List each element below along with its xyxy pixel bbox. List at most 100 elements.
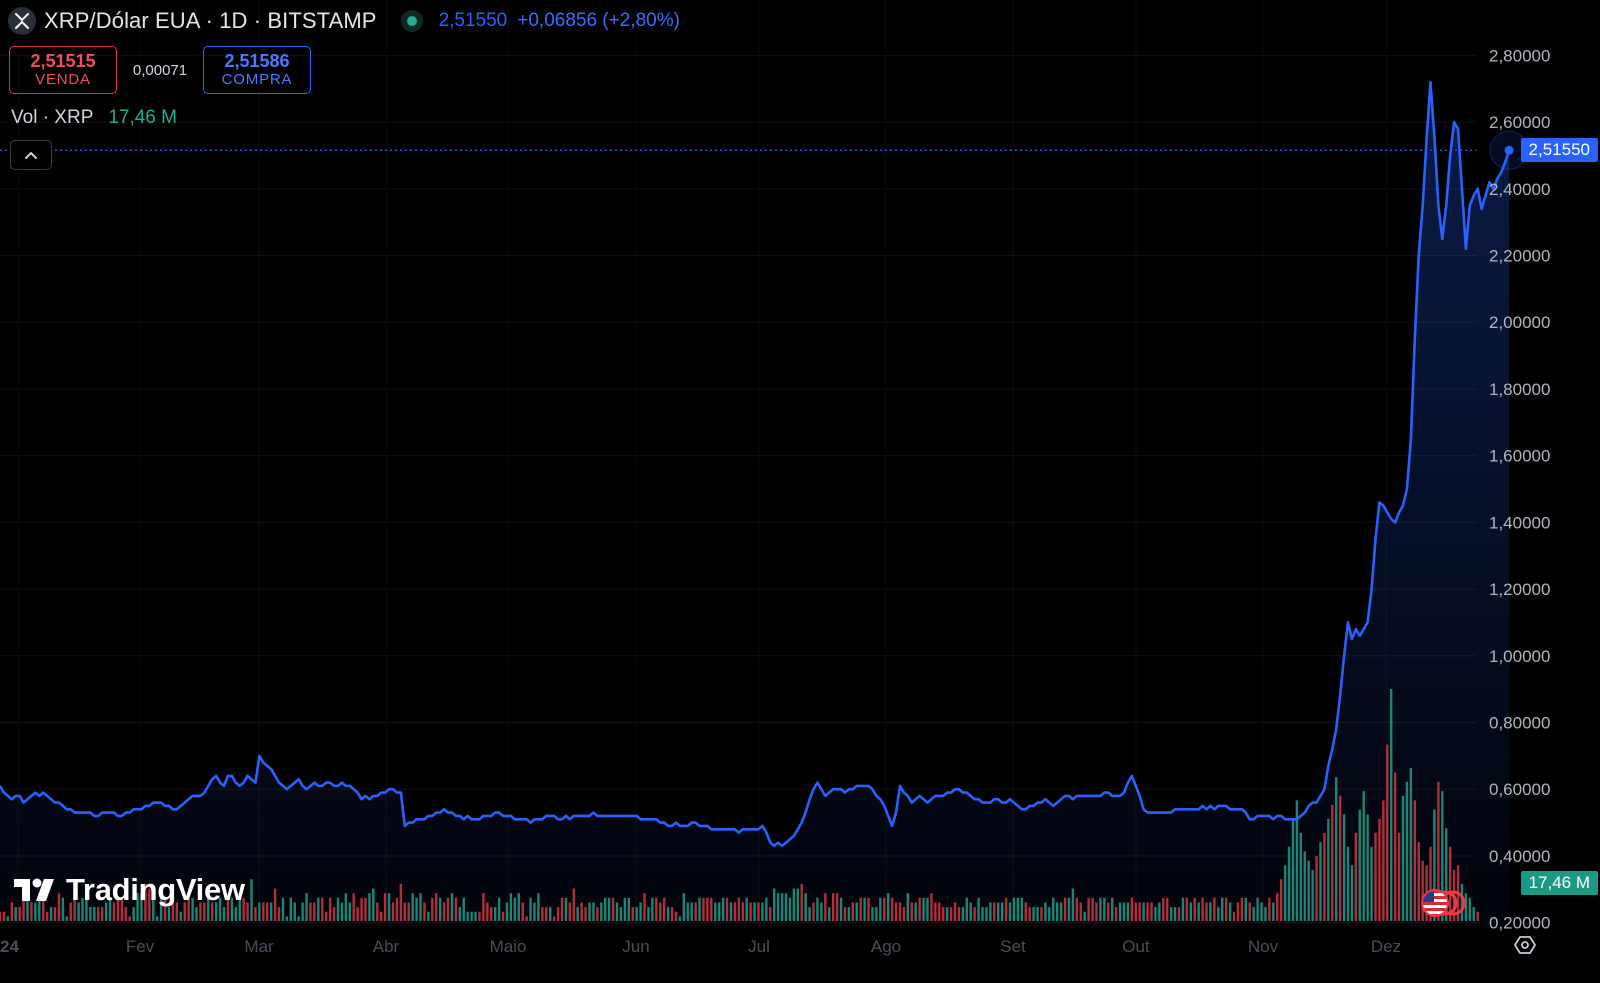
volume-bar [883,897,886,921]
volume-bar [2,911,6,921]
volume-bar [674,911,678,921]
volume-bar [1154,907,1157,921]
volume-bar [199,902,202,921]
price-tick-label: 2,00000 [1489,313,1550,332]
price-axis[interactable]: 0,20000 0,40000 0,60000 0,80000 1,00000 1,200… [1489,0,1550,933]
volume-bar [309,902,312,921]
volume-bar [615,902,619,921]
volume-bar [1460,883,1464,921]
volume-value: 17,46 M [108,107,177,128]
volume-bar [584,907,587,921]
volume-bar [725,897,729,921]
volume-bar [1221,897,1224,921]
volume-bar [1433,809,1436,921]
volume-bar [1417,842,1420,921]
volume-bar [749,902,752,921]
volume-bar [1024,902,1027,921]
price-area [0,82,1510,927]
volume-bar [427,911,430,921]
volume-bar [1079,902,1082,921]
volume-bar [839,897,843,921]
volume-bar [517,893,520,921]
volume-bar [788,897,792,921]
volume-bar [1268,897,1271,921]
volume-bar [580,902,583,921]
us-flag-events-icon[interactable] [1417,887,1465,919]
price-line [0,80,1511,848]
volume-bar [753,902,756,921]
chevron-up-icon [25,151,37,159]
volume-bar [144,883,147,921]
volume-bar [6,916,10,921]
volume-bar [380,911,383,921]
volume-bar [509,893,513,921]
volume-bar [372,888,375,921]
volume-bar [1437,781,1440,921]
buy-price: 2,51586 [224,50,290,71]
volume-bar [1299,832,1303,921]
volume-bar [910,902,913,921]
volume-bar [773,888,776,921]
volume-bar [171,883,175,921]
volume-bar [600,902,603,921]
volume-bar [1028,907,1031,921]
time-tick-label: Nov [1248,937,1279,956]
volume-bar [1185,897,1189,921]
volume-bar [183,902,186,921]
volume-bars [0,689,1479,921]
tradingview-logo[interactable]: TradingView [14,872,245,908]
collapse-legend-button[interactable] [10,140,52,170]
volume-bar [230,897,234,921]
volume-bar [277,907,281,921]
volume-bar [148,888,151,921]
volume-bar [65,916,69,921]
volume-bar [191,897,194,921]
volume-bar [391,902,395,921]
volume-bar [1362,791,1365,921]
volume-bar [195,907,198,921]
volume-bar [497,897,501,921]
volume-bar [981,907,984,921]
volume-bar [623,897,627,921]
volume-bar [1095,902,1098,921]
volume-bar [851,902,855,921]
volume-bar [847,907,851,921]
volume-bar [985,907,988,921]
volume-bar [1146,902,1149,921]
volume-bar [482,893,485,921]
volume-bar [552,916,556,921]
symbol-title[interactable]: XRP/Dólar EUA · 1D · BITSTAMP [44,8,377,33]
volume-bar [321,897,324,921]
volume-bar [214,902,218,921]
volume-bar [1181,897,1185,921]
time-axis[interactable]: 24 Fev Mar Abr Maio Jun Jul Ago Set Out Nov Dez [0,937,1401,956]
volume-bar [226,897,230,921]
volume-legend[interactable]: Vol · XRP 17,46 M [11,107,177,129]
volume-bar [179,911,182,921]
volume-bar [556,907,560,921]
volume-bar [1228,902,1232,921]
volume-bar [1295,800,1299,921]
volume-bar [717,902,721,921]
volume-bar [1382,800,1385,921]
volume-bar [411,893,414,921]
buy-button[interactable]: 2,51586 COMPRA [203,46,311,94]
volume-bar [568,902,572,921]
volume-bar [1323,832,1326,921]
price-tick-label: 1,60000 [1489,447,1550,466]
volume-bar [804,893,807,921]
volume-bar [769,907,772,921]
price-tick-label: 0,40000 [1489,847,1550,866]
volume-bar [45,911,49,921]
sell-button[interactable]: 2,51515 VENDA [9,46,117,94]
market-open-icon[interactable] [400,10,423,32]
price-tick-label: 1,80000 [1489,380,1550,399]
chart-settings-icon[interactable] [1513,933,1537,957]
volume-bar [989,902,992,921]
volume-bar [1441,791,1444,921]
price-tick-label: 1,40000 [1489,513,1550,532]
volume-bar [757,902,760,921]
volume-bar [1118,902,1122,921]
volume-bar [26,883,29,921]
